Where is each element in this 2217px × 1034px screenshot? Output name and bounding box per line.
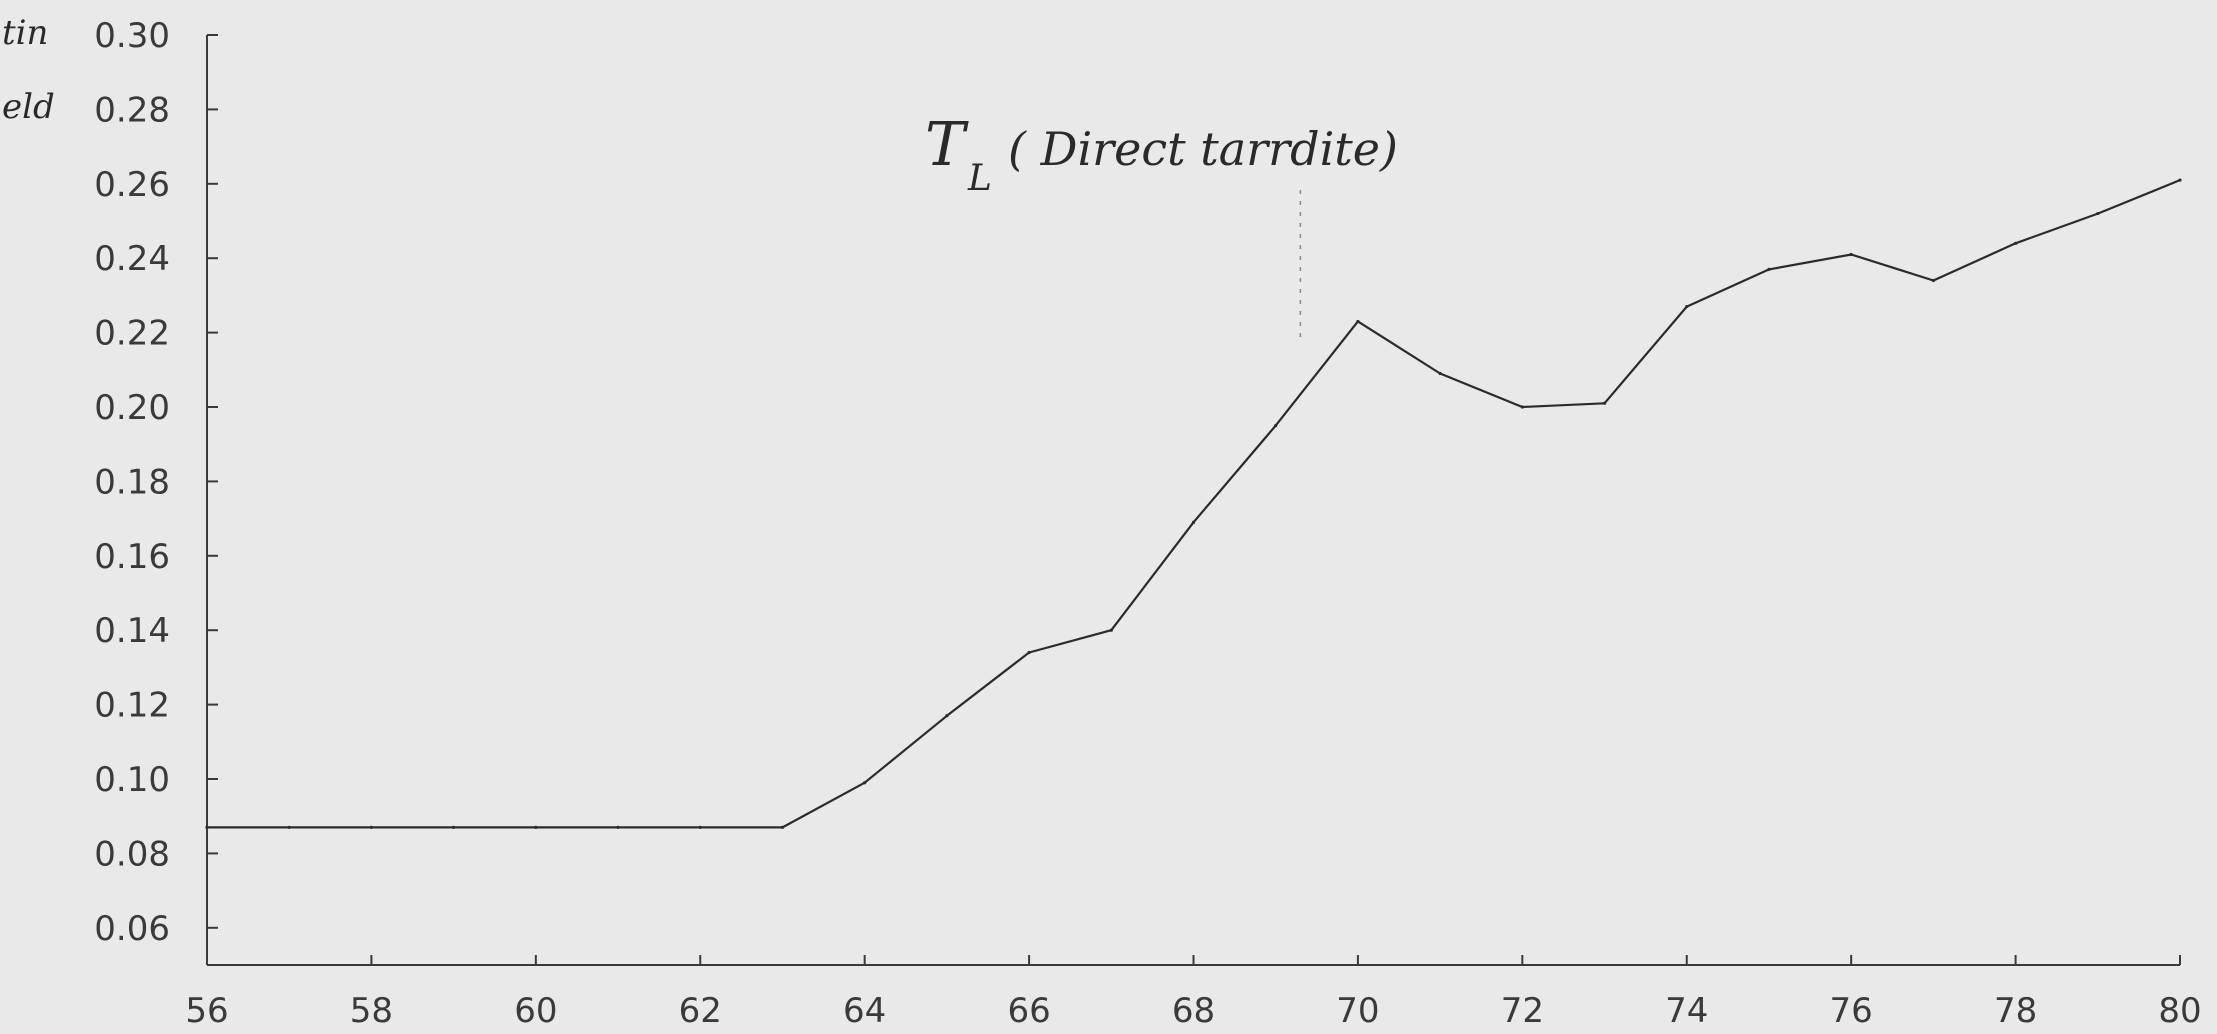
data-point bbox=[1931, 278, 1935, 283]
data-point bbox=[945, 714, 949, 718]
y-tick-label: 0.20 bbox=[94, 388, 170, 428]
data-point bbox=[452, 825, 456, 829]
series-layer bbox=[205, 178, 2182, 829]
data-point bbox=[1520, 405, 1524, 409]
annotation-text: ( Direct tarrdite) bbox=[1008, 122, 1398, 176]
data-point bbox=[534, 825, 538, 829]
data-point bbox=[369, 825, 374, 829]
data-point bbox=[616, 825, 620, 829]
y-tick-label: 0.10 bbox=[94, 760, 170, 800]
annotation-subscript: L bbox=[967, 158, 992, 199]
y-tick-label: 0.06 bbox=[94, 909, 170, 949]
y-tick-label: 0.18 bbox=[94, 462, 170, 502]
data-point bbox=[1438, 371, 1442, 376]
data-point bbox=[1109, 628, 1113, 632]
data-point bbox=[205, 825, 209, 829]
data-point bbox=[2178, 178, 2182, 182]
ylabel-fragment-1: tin bbox=[2, 13, 48, 53]
y-tick-label: 0.12 bbox=[94, 686, 170, 726]
data-point bbox=[1767, 267, 1771, 271]
data-point bbox=[2096, 211, 2100, 216]
x-tick-label: 60 bbox=[514, 991, 557, 1031]
data-point bbox=[1849, 252, 1853, 257]
x-tick-label: 80 bbox=[2158, 991, 2201, 1031]
y-axis-ticks: 0.06 0.08 0.10 0.12 0.14 0.16 0.18 0.20 0.22 0.24… bbox=[94, 16, 218, 949]
x-axis-ticks: 56 58 60 62 64 66 68 70 72 74 76 78 80 bbox=[185, 955, 2202, 1031]
x-tick-label: 62 bbox=[679, 991, 722, 1031]
x-tick-label: 58 bbox=[350, 991, 393, 1031]
y-tick-label: 0.08 bbox=[94, 834, 170, 874]
y-tick-label: 0.28 bbox=[94, 90, 170, 130]
series-line bbox=[207, 179, 2181, 829]
data-point bbox=[698, 825, 702, 829]
data-point bbox=[1685, 304, 1689, 309]
x-tick-label: 72 bbox=[1501, 991, 1544, 1031]
y-tick-label: 0.24 bbox=[94, 239, 170, 279]
y-tick-label: 0.14 bbox=[94, 611, 170, 651]
data-point bbox=[1191, 520, 1196, 524]
data-point bbox=[287, 825, 291, 829]
data-point bbox=[863, 781, 867, 785]
x-tick-label: 76 bbox=[1830, 991, 1873, 1031]
annotation-symbol: T bbox=[925, 110, 969, 180]
annotation-label: T L ( Direct tarrdite) bbox=[925, 110, 1398, 199]
x-tick-label: 64 bbox=[843, 991, 886, 1031]
data-point bbox=[1356, 319, 1360, 324]
y-tick-label: 0.16 bbox=[94, 537, 170, 577]
data-point bbox=[2013, 241, 2018, 245]
data-point bbox=[1027, 650, 1031, 655]
x-tick-label: 56 bbox=[185, 991, 228, 1031]
data-point bbox=[1602, 401, 1607, 405]
x-tick-label: 78 bbox=[1994, 991, 2037, 1031]
y-tick-label: 0.26 bbox=[94, 165, 170, 205]
y-tick-label: 0.22 bbox=[94, 314, 170, 354]
data-point bbox=[780, 825, 785, 829]
x-tick-label: 74 bbox=[1665, 991, 1708, 1031]
x-tick-label: 68 bbox=[1172, 991, 1215, 1031]
y-tick-label: 0.30 bbox=[94, 16, 170, 56]
x-tick-label: 66 bbox=[1007, 991, 1050, 1031]
ylabel-fragment-2: eld bbox=[2, 87, 55, 127]
x-tick-label: 70 bbox=[1336, 991, 1379, 1031]
data-point bbox=[1274, 424, 1278, 428]
